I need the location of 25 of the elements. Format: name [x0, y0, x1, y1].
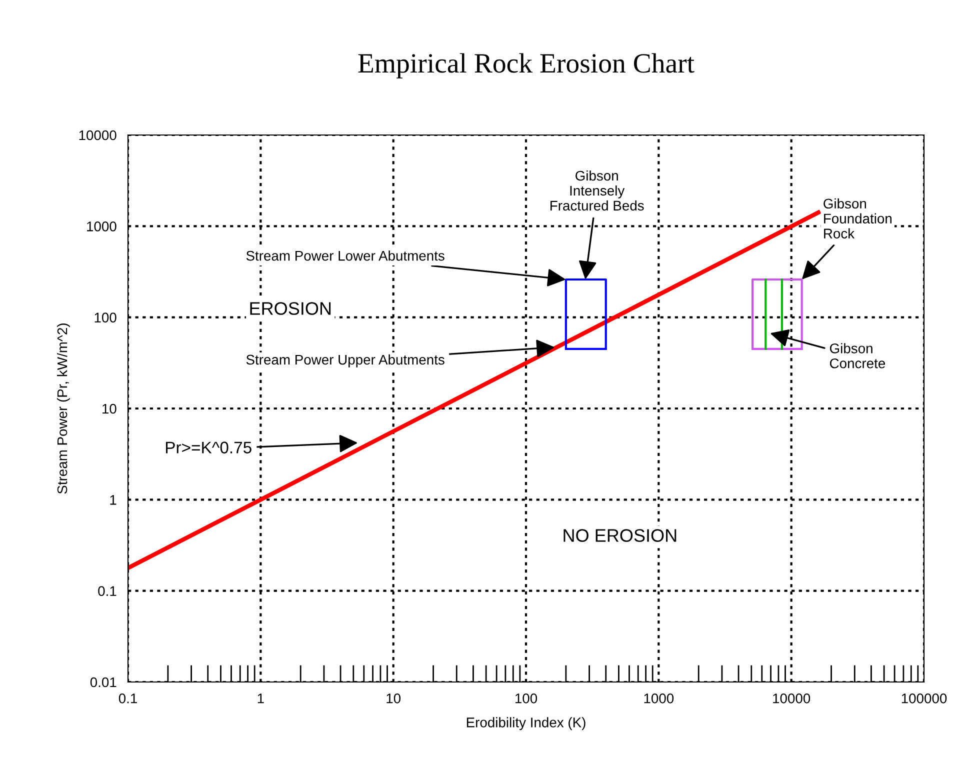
x-tick-label: 10000	[773, 693, 810, 704]
x-tick-label: 1	[258, 694, 264, 704]
annotation: Stream Power Lower Abutments	[246, 250, 444, 261]
y-tick-label: 0.01	[90, 677, 116, 688]
chart-title: Empirical Rock Erosion Chart	[358, 53, 694, 78]
x-tick-label: 0.1	[118, 693, 137, 704]
y-tick-label: 10000	[79, 130, 116, 140]
x-tick-label: 100000	[902, 693, 947, 704]
annotation: NO EROSION	[564, 529, 676, 542]
y-tick-label: 1000	[87, 222, 116, 232]
y-tick-label: 0.1	[98, 586, 116, 596]
x-tick-label: 100	[515, 693, 538, 704]
x-tick-label: 10	[386, 693, 401, 704]
annotation: Gibson Concrete	[830, 343, 886, 368]
annotation: Pr>=K^0.75	[166, 442, 252, 454]
annotation: Stream Power Upper Abutments	[246, 354, 444, 368]
annotation: Gibson Intensely Fractured Beds	[550, 170, 644, 211]
y-axis-title: Stream Power (Pr, kW/m^2)	[56, 324, 70, 494]
x-axis-title: Erodibility Index (K)	[466, 717, 586, 730]
y-tick-label: 100	[94, 312, 116, 323]
y-tick-label: 10	[102, 404, 116, 414]
annotation: EROSION	[250, 302, 331, 315]
x-tick-label: 1000	[644, 693, 674, 704]
y-tick-label: 1	[110, 495, 116, 505]
annotation: Gibson Foundation Rock	[824, 198, 892, 238]
